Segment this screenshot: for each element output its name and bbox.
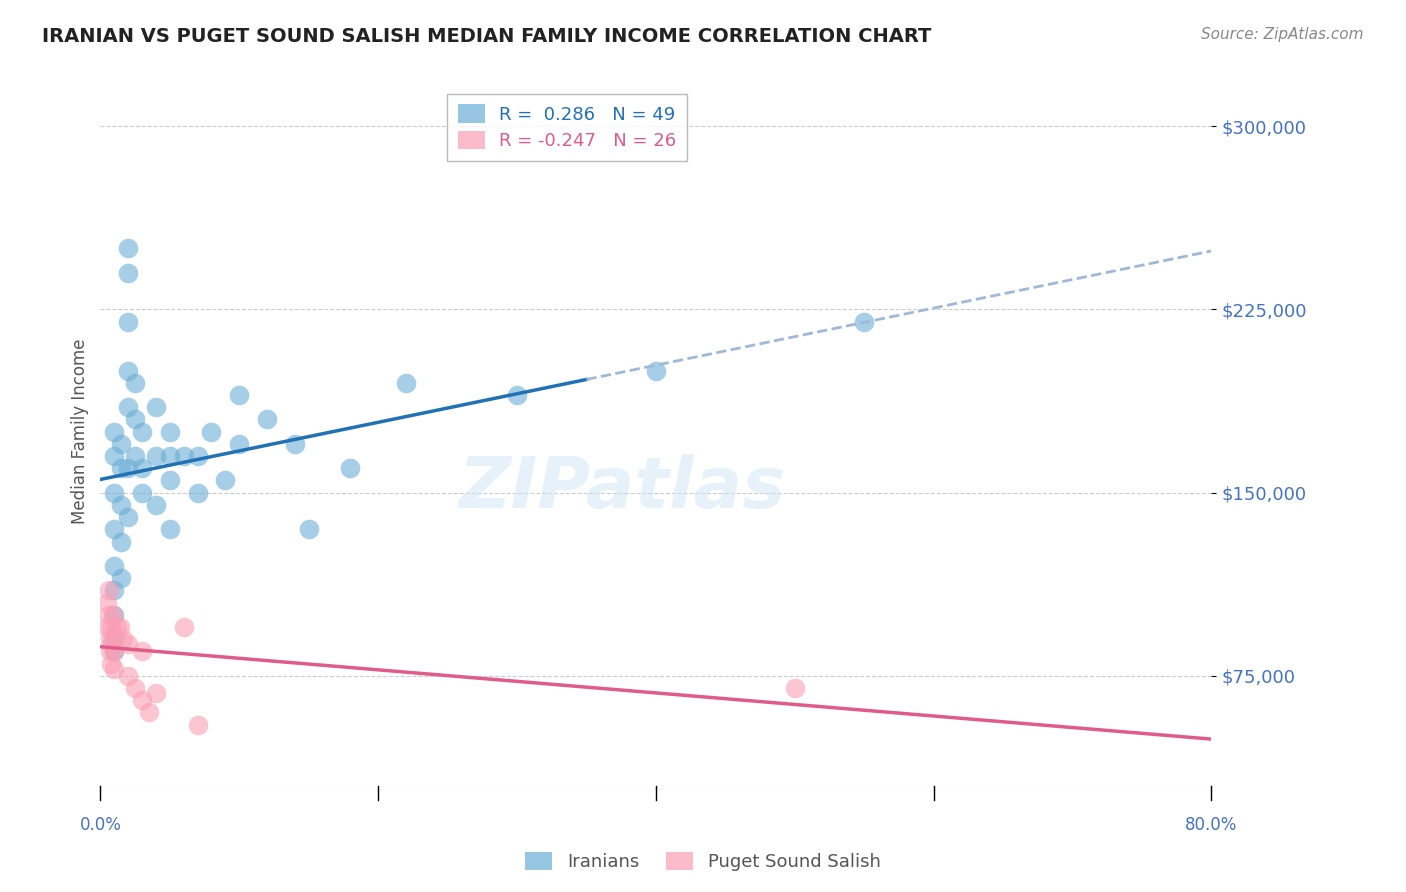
Point bbox=[103, 583, 125, 598]
Point bbox=[131, 461, 153, 475]
Point bbox=[506, 388, 529, 402]
Point bbox=[117, 510, 139, 524]
Point bbox=[110, 498, 132, 512]
Point bbox=[131, 644, 153, 658]
Point bbox=[853, 315, 876, 329]
Point bbox=[103, 627, 125, 641]
Point bbox=[214, 474, 236, 488]
Point bbox=[117, 266, 139, 280]
Point bbox=[103, 644, 125, 658]
Point bbox=[339, 461, 361, 475]
Point bbox=[145, 400, 167, 414]
Point bbox=[124, 412, 146, 426]
Point bbox=[159, 474, 181, 488]
Point bbox=[298, 522, 321, 536]
Text: 80.0%: 80.0% bbox=[1185, 815, 1237, 834]
Point bbox=[100, 637, 122, 651]
Point bbox=[173, 620, 195, 634]
Point bbox=[110, 437, 132, 451]
Point bbox=[145, 686, 167, 700]
Point bbox=[108, 620, 131, 634]
Point bbox=[159, 425, 181, 439]
Point bbox=[100, 657, 122, 671]
Point bbox=[98, 644, 121, 658]
Legend: Iranians, Puget Sound Salish: Iranians, Puget Sound Salish bbox=[519, 845, 887, 879]
Point bbox=[200, 425, 222, 439]
Point bbox=[110, 461, 132, 475]
Point bbox=[187, 485, 209, 500]
Point bbox=[103, 522, 125, 536]
Point bbox=[98, 632, 121, 647]
Point bbox=[124, 449, 146, 463]
Text: ZIPatlas: ZIPatlas bbox=[458, 454, 786, 523]
Legend: R =  0.286   N = 49, R = -0.247   N = 26: R = 0.286 N = 49, R = -0.247 N = 26 bbox=[447, 94, 688, 161]
Point bbox=[131, 425, 153, 439]
Point bbox=[228, 388, 250, 402]
Point bbox=[103, 425, 125, 439]
Point bbox=[103, 449, 125, 463]
Point bbox=[110, 534, 132, 549]
Point bbox=[117, 315, 139, 329]
Point bbox=[97, 583, 120, 598]
Point bbox=[138, 706, 160, 720]
Text: Source: ZipAtlas.com: Source: ZipAtlas.com bbox=[1201, 27, 1364, 42]
Y-axis label: Median Family Income: Median Family Income bbox=[72, 339, 89, 524]
Point bbox=[117, 241, 139, 255]
Point bbox=[110, 571, 132, 585]
Point bbox=[96, 596, 118, 610]
Point bbox=[111, 632, 134, 647]
Point bbox=[117, 363, 139, 377]
Point bbox=[228, 437, 250, 451]
Point bbox=[145, 449, 167, 463]
Point bbox=[124, 376, 146, 390]
Point bbox=[187, 717, 209, 731]
Point bbox=[159, 449, 181, 463]
Point bbox=[124, 681, 146, 695]
Point bbox=[103, 661, 125, 675]
Point bbox=[101, 607, 124, 622]
Point bbox=[159, 522, 181, 536]
Point bbox=[117, 637, 139, 651]
Point bbox=[173, 449, 195, 463]
Point bbox=[103, 485, 125, 500]
Text: 0.0%: 0.0% bbox=[79, 815, 121, 834]
Point bbox=[117, 461, 139, 475]
Point bbox=[256, 412, 278, 426]
Point bbox=[187, 449, 209, 463]
Point bbox=[284, 437, 307, 451]
Point bbox=[100, 620, 122, 634]
Point bbox=[103, 558, 125, 573]
Point bbox=[131, 485, 153, 500]
Point bbox=[103, 644, 125, 658]
Point bbox=[105, 620, 128, 634]
Point bbox=[117, 669, 139, 683]
Point bbox=[644, 363, 666, 377]
Point bbox=[96, 620, 118, 634]
Point bbox=[131, 693, 153, 707]
Point bbox=[103, 607, 125, 622]
Point bbox=[97, 607, 120, 622]
Point bbox=[117, 400, 139, 414]
Point bbox=[103, 632, 125, 647]
Text: IRANIAN VS PUGET SOUND SALISH MEDIAN FAMILY INCOME CORRELATION CHART: IRANIAN VS PUGET SOUND SALISH MEDIAN FAM… bbox=[42, 27, 932, 45]
Point bbox=[395, 376, 418, 390]
Point bbox=[145, 498, 167, 512]
Point bbox=[783, 681, 806, 695]
